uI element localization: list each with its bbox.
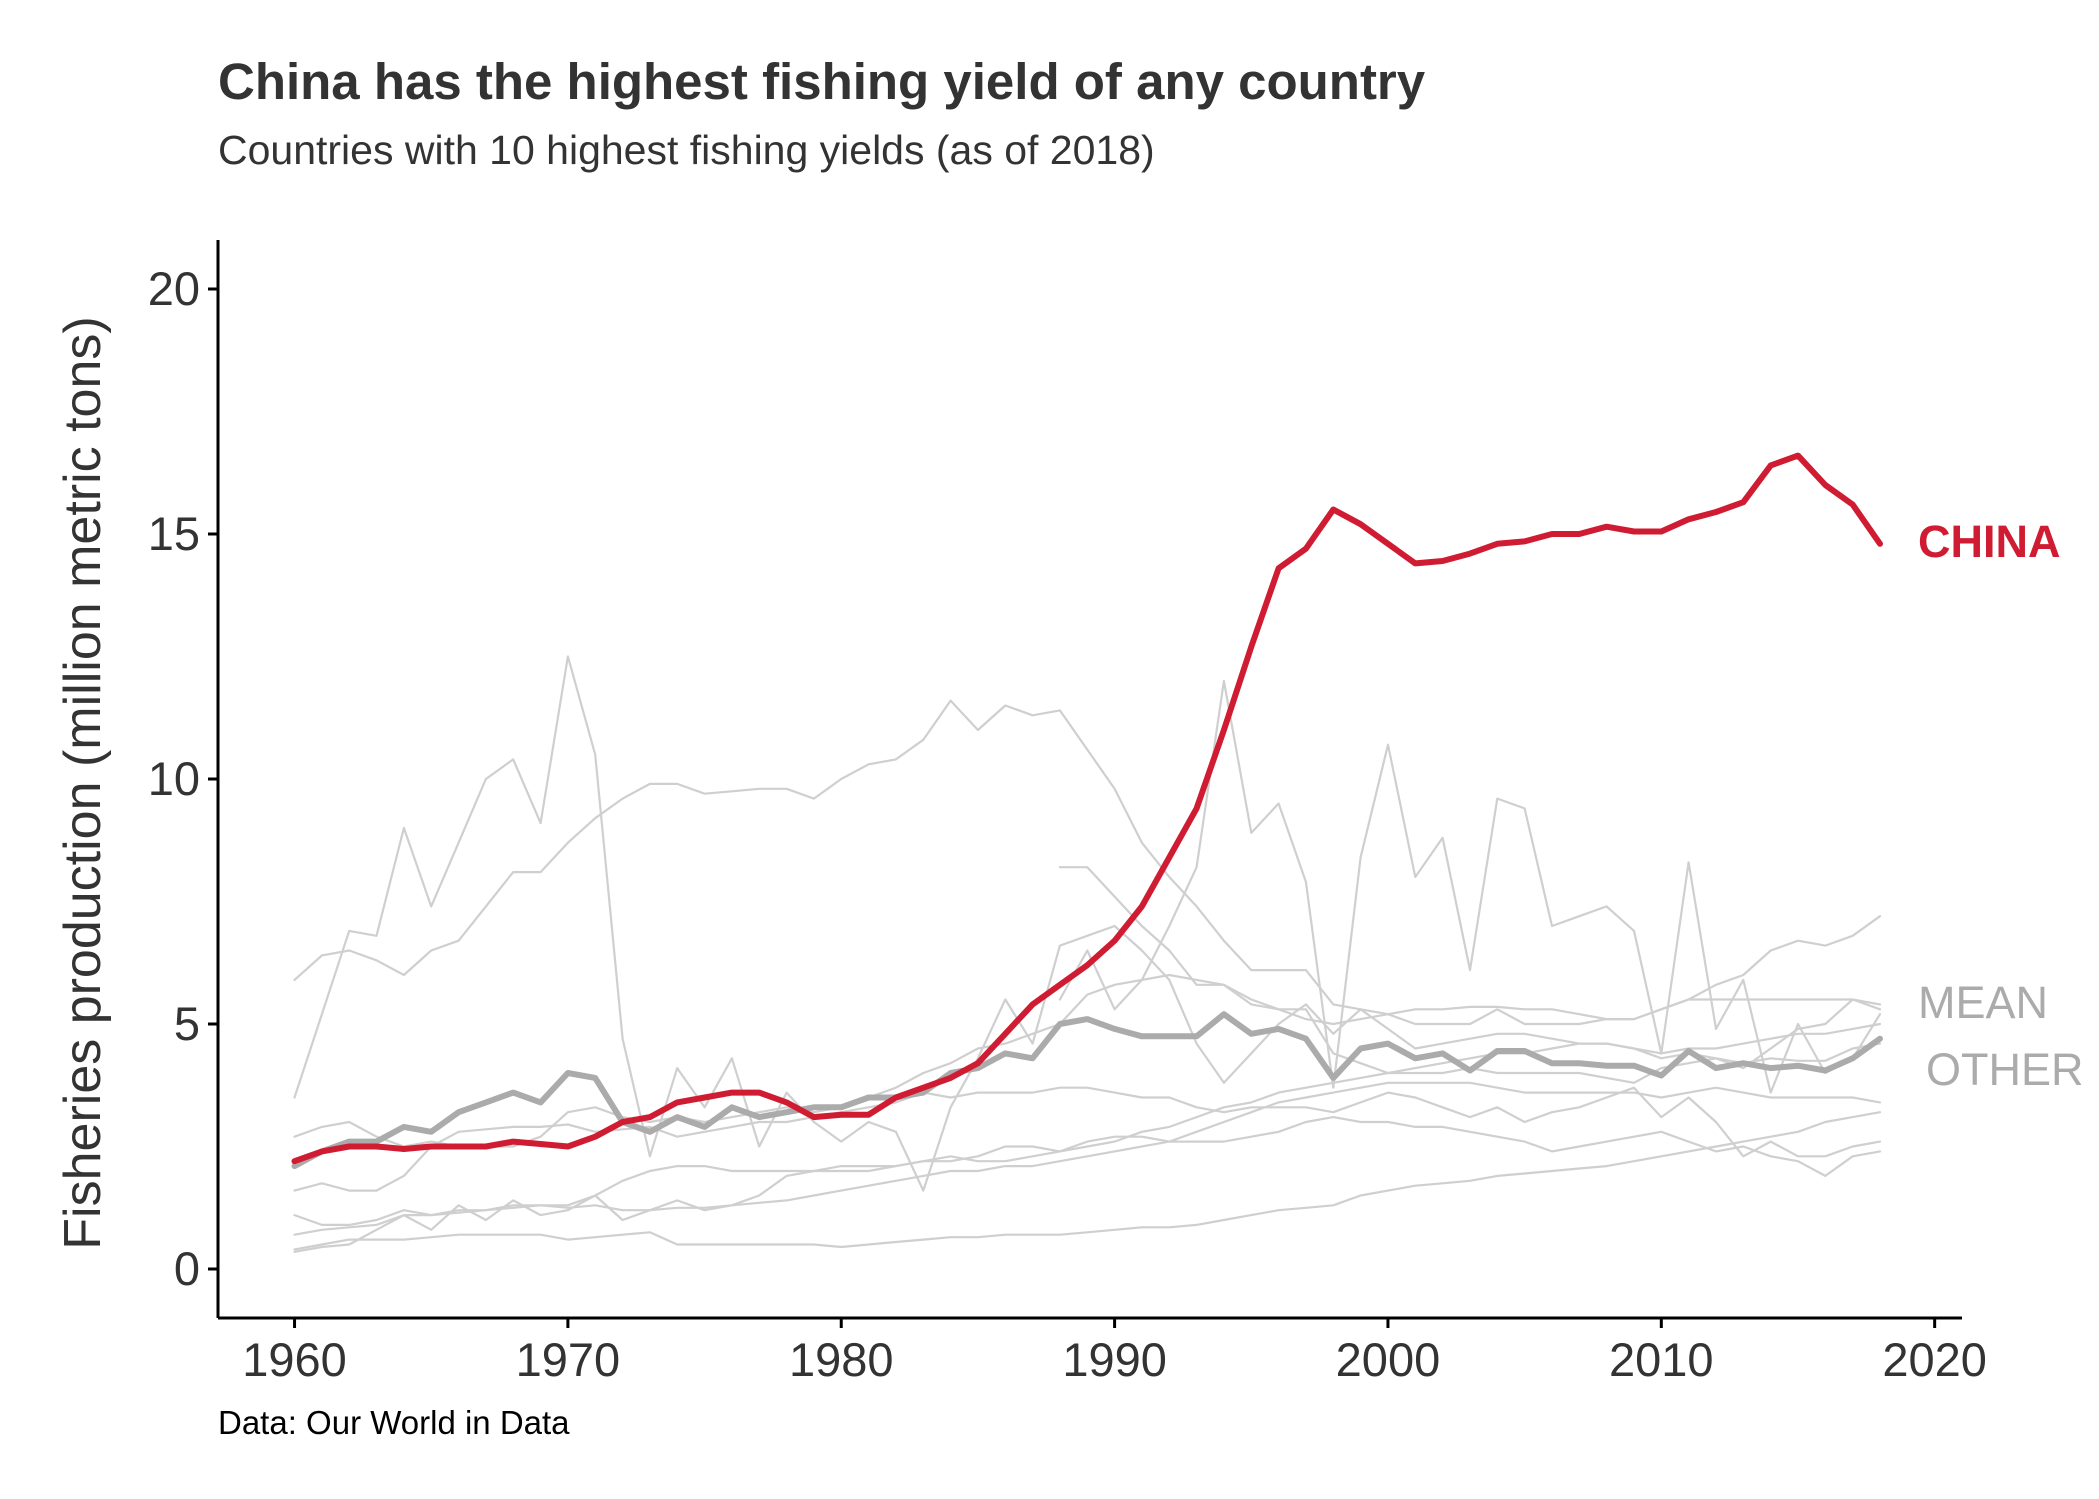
x-tick-label: 1970 [516, 1333, 621, 1386]
y-ticks: 0 5 10 15 20 [148, 262, 218, 1295]
other-country-line [293, 1086, 1882, 1192]
other-country-line [1058, 679, 1882, 1094]
other-country-line [293, 973, 1882, 1148]
y-tick-label: 20 [148, 262, 200, 315]
other-country-line [293, 1116, 1882, 1236]
axes-group: 0 5 10 15 20 1960 1970 1980 1990 2000 2010 2020 [148, 240, 1987, 1386]
other-country-line [293, 1022, 1882, 1226]
series-label-china: CHINA [1918, 516, 2061, 567]
x-tick-label: 1960 [242, 1333, 347, 1386]
y-tick-label: 10 [148, 752, 200, 805]
y-axis-title: Fisheries production (million metric ton… [54, 316, 112, 1249]
mean-series-group [291, 1011, 1883, 1170]
other-country-line [293, 1081, 1882, 1253]
other-country-line [293, 699, 1882, 1026]
chart-title: China has the highest fishing yield of a… [218, 53, 1426, 110]
series-label-other: OTHER [1926, 1044, 2084, 1095]
x-tick-label: 1980 [789, 1333, 894, 1386]
other-country-line [293, 655, 1882, 1192]
other-series-group [293, 655, 1882, 1253]
mean-line [291, 1011, 1883, 1170]
x-tick-label: 1990 [1062, 1333, 1167, 1386]
x-tick-label: 2020 [1882, 1333, 1987, 1386]
x-ticks: 1960 1970 1980 1990 2000 2010 2020 [242, 1318, 1987, 1386]
y-tick-label: 15 [148, 507, 200, 560]
y-tick-label: 0 [174, 1242, 200, 1295]
data-source-caption: Data: Our World in Data [218, 1404, 570, 1441]
series-label-mean: MEAN [1918, 977, 2048, 1028]
china-line [291, 452, 1883, 1165]
chart-subtitle: Countries with 10 highest fishing yields… [218, 127, 1155, 173]
x-tick-label: 2000 [1336, 1333, 1441, 1386]
other-country-line [293, 1111, 1882, 1251]
x-tick-label: 2010 [1609, 1333, 1714, 1386]
y-tick-label: 5 [174, 997, 200, 1050]
china-series-group [291, 452, 1883, 1165]
other-country-line [1058, 866, 1882, 1084]
